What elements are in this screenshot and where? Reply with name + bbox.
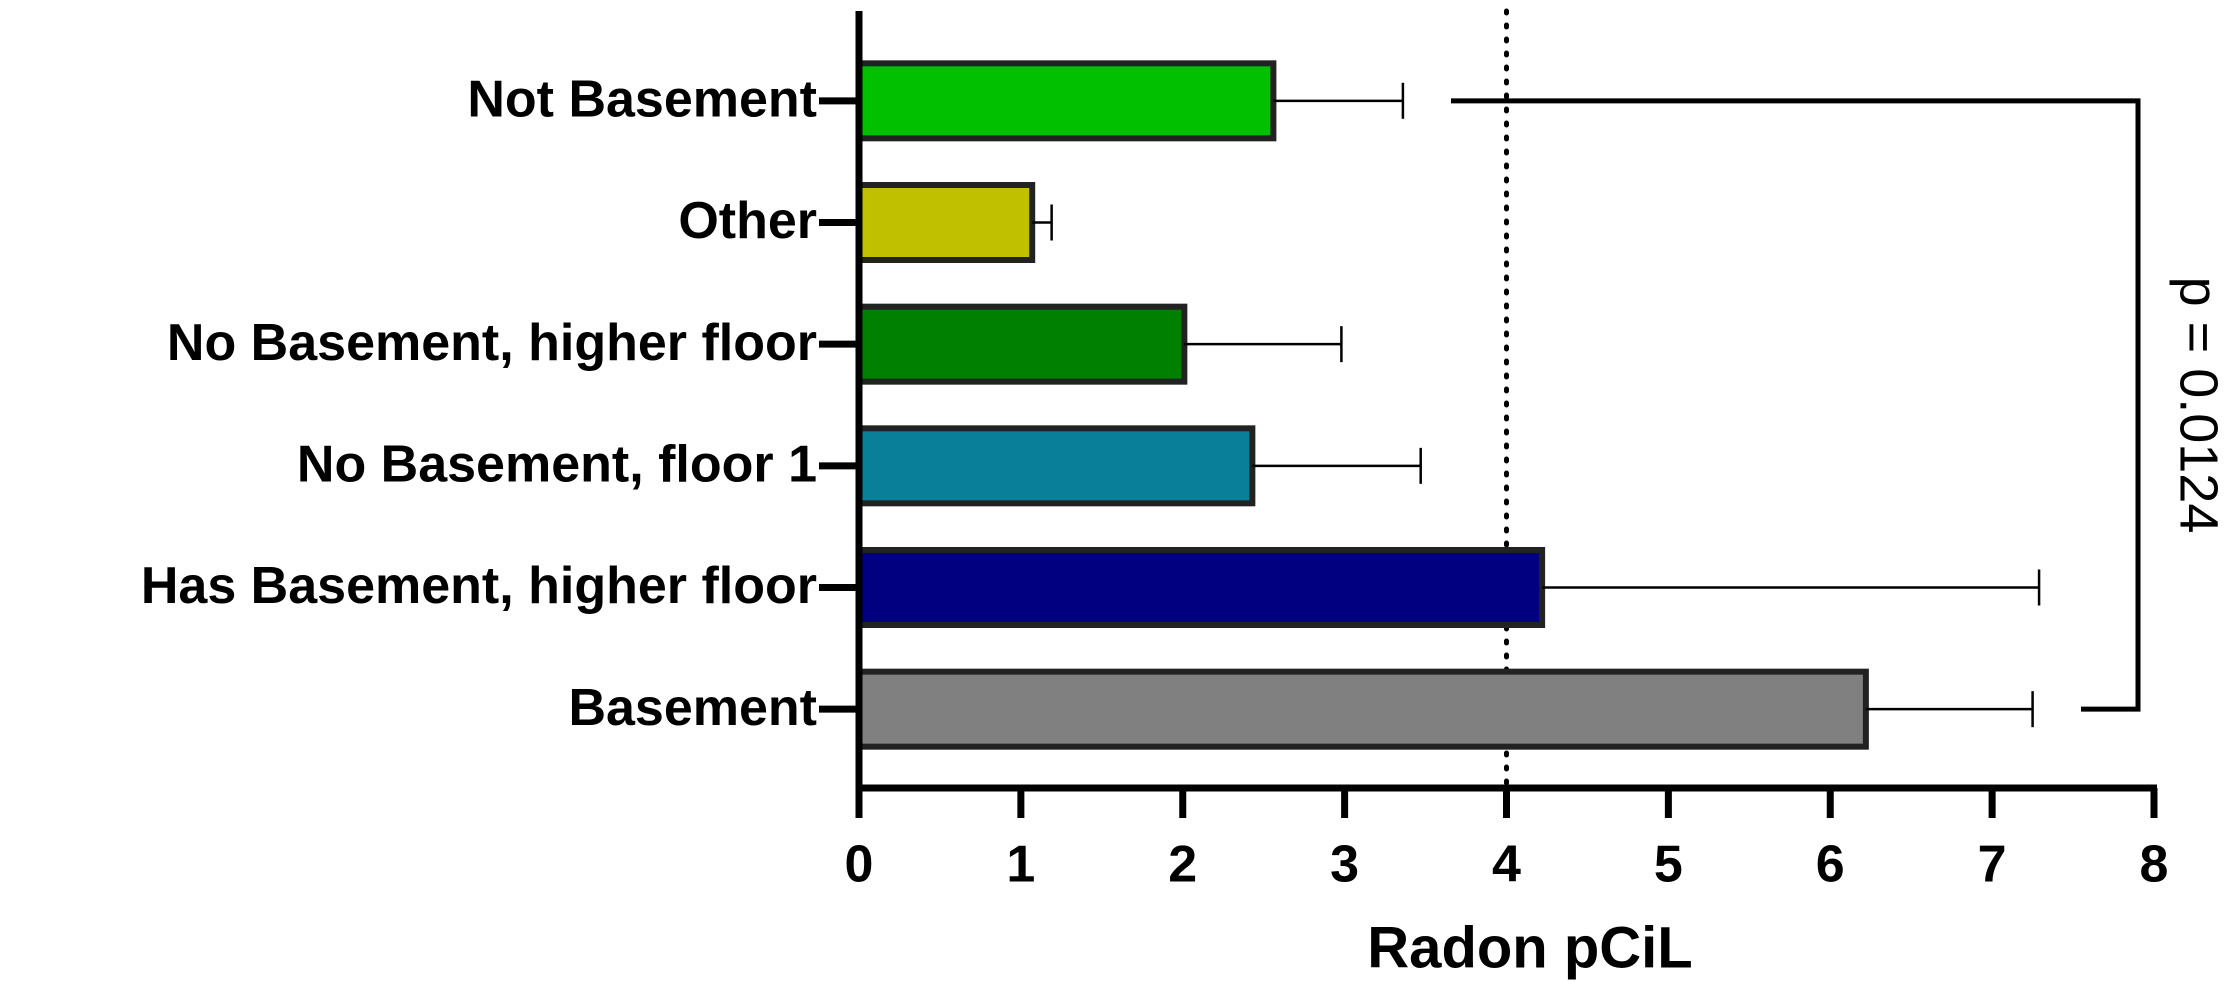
annotation: p = 0.0124: [2169, 277, 2229, 534]
x-tick-label: 2: [1168, 836, 1197, 894]
x-tick-label: 0: [845, 836, 874, 894]
bar: [856, 425, 1256, 507]
y-tick-label: Has Basement, higher floor: [141, 557, 817, 615]
bar: [856, 303, 1188, 385]
bar: [856, 668, 1869, 750]
x-tick-label: 4: [1492, 836, 1521, 894]
y-tick-label: Basement: [568, 679, 817, 737]
significance-bracket: [1451, 98, 2141, 712]
y-tick-label: Not Basement: [467, 71, 817, 129]
x-tick-label: 8: [2140, 836, 2169, 894]
x-tick-label: 3: [1330, 836, 1359, 894]
bar: [856, 60, 1277, 142]
x-axis-label: Radon pCiL: [1367, 915, 1692, 980]
x-tick-label: 5: [1654, 836, 1683, 894]
x-tick-label: 6: [1816, 836, 1845, 894]
y-tick-label: No Basement, higher floor: [167, 314, 817, 372]
x-tick-label: 7: [1978, 836, 2007, 894]
y-tick-label: No Basement, floor 1: [297, 436, 817, 494]
bar: [856, 182, 1036, 263]
bar: [856, 547, 1546, 628]
y-tick-label: Other: [678, 192, 817, 250]
x-tick-label: 1: [1006, 836, 1035, 894]
